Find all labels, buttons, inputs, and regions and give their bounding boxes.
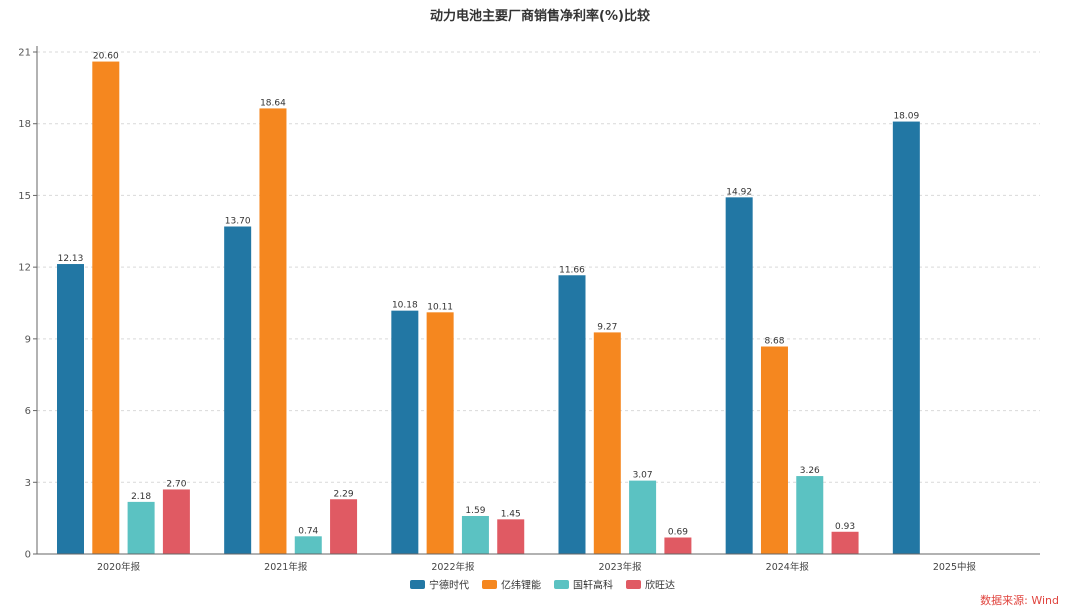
legend: 宁德时代 亿纬锂能 国轩高科 欣旺达: [410, 579, 675, 592]
bar: [294, 536, 322, 554]
y-tick-label: 6: [25, 406, 31, 417]
data-label: 14.92: [726, 187, 752, 197]
bar: [224, 226, 252, 554]
bar: [259, 108, 287, 555]
data-label: 3.07: [633, 471, 653, 481]
bar: [892, 121, 920, 554]
data-labels: 12.13 20.60 2.18 2.70 13.70 18.64 0.74 2.29 10.1…: [58, 52, 920, 538]
bar: [92, 61, 120, 555]
bar: [391, 310, 419, 554]
chart-title: 动力电池主要厂商销售净利率(%)比较: [430, 8, 650, 24]
x-tick-label: 2021年报: [264, 561, 308, 573]
data-label: 20.60: [93, 52, 119, 62]
bar: [57, 264, 84, 554]
legend-label: 宁德时代: [429, 579, 469, 592]
data-label: 18.09: [893, 112, 919, 122]
x-tick-label: 2020年报: [97, 561, 141, 573]
bar: [629, 480, 657, 554]
bar: [127, 501, 155, 554]
data-label: 0.93: [835, 522, 855, 532]
y-tick-label: 3: [25, 478, 31, 489]
grid: [37, 51, 1040, 483]
bar: [497, 519, 525, 554]
legend-label: 国轩高科: [573, 579, 613, 592]
bar: [593, 332, 621, 554]
legend-label: 亿纬锂能: [501, 579, 541, 592]
y-tick-label: 9: [25, 334, 31, 345]
legend-swatch: [410, 580, 425, 589]
bar: [426, 312, 454, 554]
data-label: 2.29: [334, 489, 354, 499]
data-label: 10.11: [427, 302, 453, 312]
data-label: 8.68: [764, 337, 784, 347]
y-tick-label: 0: [25, 550, 31, 561]
data-label: 11.66: [559, 265, 585, 275]
data-label: 0.74: [298, 526, 318, 536]
bars: [57, 61, 920, 555]
data-label: 2.18: [131, 492, 151, 502]
x-tick-label: 2023年报: [598, 561, 642, 573]
data-label: 9.27: [597, 322, 617, 332]
y-tick-label: 12: [18, 263, 31, 274]
legend-swatch: [554, 580, 569, 589]
y-tick-label: 21: [18, 48, 31, 59]
data-label: 12.13: [58, 254, 84, 264]
data-label: 13.70: [225, 217, 251, 227]
data-label: 1.59: [465, 506, 485, 516]
data-label: 1.45: [501, 509, 521, 519]
x-tick-label: 2024年报: [766, 561, 810, 573]
bar: [330, 499, 358, 554]
legend-swatch: [626, 580, 641, 589]
source-note: 数据来源: Wind: [980, 593, 1059, 607]
x-axis: 2020年报 2021年报 2022年报 2023年报 2024年报 2025中报: [37, 553, 1040, 573]
bar: [162, 489, 190, 554]
data-label: 10.18: [392, 301, 418, 311]
bar: [558, 275, 586, 554]
data-label: 2.70: [166, 479, 186, 489]
y-axis: 0 3 6 9 12 15 18 21: [18, 46, 38, 561]
bar: [796, 476, 824, 554]
bar: [664, 537, 692, 554]
data-label: 18.64: [260, 98, 286, 108]
data-label: 0.69: [668, 528, 688, 538]
x-tick-label: 2025中报: [933, 561, 977, 573]
y-tick-label: 15: [18, 191, 31, 202]
y-tick-label: 18: [18, 119, 31, 130]
bar: [461, 515, 489, 554]
data-label: 3.26: [800, 466, 820, 476]
x-tick-label: 2022年报: [431, 561, 475, 573]
bar: [725, 197, 753, 555]
bar: [760, 346, 788, 554]
legend-swatch: [482, 580, 497, 589]
legend-label: 欣旺达: [645, 579, 675, 592]
bar: [831, 531, 859, 554]
